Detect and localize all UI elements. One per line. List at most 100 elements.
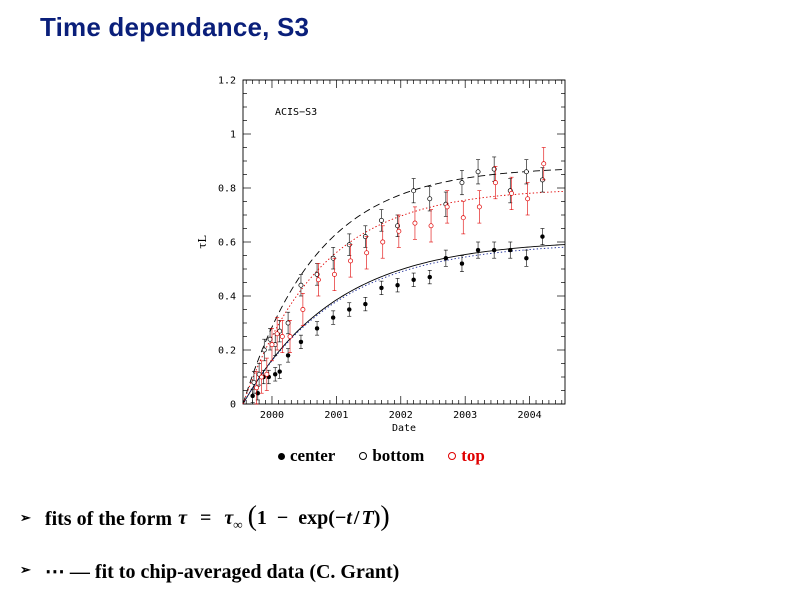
- formula-open-paren: (: [247, 500, 257, 532]
- data-point-top: [279, 334, 285, 339]
- formula-T: T: [361, 506, 374, 529]
- formula-close-exp: ): [373, 506, 381, 529]
- data-point-center: [250, 393, 255, 399]
- data-point-bottom: [523, 169, 529, 175]
- data-point-bottom: [411, 188, 417, 194]
- filled-circle-icon: [278, 452, 285, 460]
- formula-close-paren: ): [380, 500, 390, 532]
- data-point-bottom: [475, 169, 481, 175]
- data-point-top: [254, 385, 259, 391]
- data-point-top: [380, 239, 386, 245]
- data-point-top: [541, 161, 547, 167]
- data-point-top: [331, 271, 337, 277]
- formula-inf-sub: ∞: [233, 516, 243, 532]
- legend-top-label: top: [461, 446, 485, 465]
- x-axis-label: Date: [392, 423, 416, 434]
- legend-center: center: [278, 446, 335, 466]
- bullet-dotted-note: ➢ ⋯ — fit to chip-averaged data (C. Gran…: [20, 558, 399, 584]
- fit-formula: τ = τ∞ (1 − exp(−t / T)): [178, 502, 390, 533]
- formula-minus: −: [276, 506, 289, 529]
- data-point-center: [272, 372, 278, 377]
- data-point-center: [277, 369, 282, 374]
- y-tick-label: 0.8: [218, 184, 236, 195]
- plot-frame: [242, 79, 566, 405]
- formula-exp: exp(−: [298, 506, 347, 529]
- formula-t: t: [346, 506, 352, 529]
- x-tick-label: 2004: [518, 410, 542, 421]
- fit-curve: [242, 190, 566, 405]
- fit-curves: [242, 169, 566, 405]
- data-point-bottom: [261, 347, 267, 353]
- legend-center-label: center: [290, 446, 336, 465]
- data-point-center: [459, 261, 465, 266]
- x-tick-label: 2003: [453, 410, 477, 421]
- axis-ticks: [243, 79, 565, 405]
- bullet-fit-form: ➢ fits of the form τ = τ∞ (1 − exp(−t / T)…: [20, 502, 399, 533]
- data-point-center: [508, 247, 513, 253]
- data-point-top: [412, 220, 418, 226]
- data-point-center: [475, 247, 481, 253]
- data-point-center: [491, 247, 497, 253]
- data-point-center: [524, 255, 529, 261]
- data-point-center: [411, 277, 416, 283]
- data-point-top: [274, 331, 280, 337]
- arrowhead-bullet-icon: ➢: [20, 510, 31, 525]
- data-point-bottom: [251, 379, 257, 385]
- data-point-top: [315, 277, 321, 283]
- data-point-top: [300, 307, 306, 312]
- data-point-bottom: [427, 196, 433, 202]
- formula-tau: τ: [178, 506, 187, 529]
- y-tick-label: 0.2: [218, 346, 236, 357]
- y-tick-label: 0: [230, 400, 236, 411]
- formula-one: 1: [256, 506, 267, 529]
- x-tick-label: 2000: [260, 410, 284, 421]
- axis-labels: 0 0.2 0.4 0.6 0.8 1 1.2 2000 2001 2002 2003 2004 Dat…: [196, 76, 542, 435]
- data-point-center: [330, 315, 336, 320]
- data-point-top: [259, 374, 265, 380]
- x-tick-label: 2002: [389, 410, 413, 421]
- data-point-bottom: [298, 282, 304, 288]
- data-point-center: [443, 255, 449, 261]
- formula-tau-inf: τ: [224, 506, 234, 529]
- arrowhead-bullet-icon: ➢: [20, 562, 31, 577]
- open-circle-icon: [359, 452, 368, 460]
- data-point-top: [264, 371, 270, 377]
- fit-curve: [242, 246, 566, 405]
- legend-top: top: [448, 446, 485, 466]
- data-point-bottom: [459, 180, 465, 186]
- data-point-center: [540, 234, 545, 239]
- bullet-list: ➢ fits of the form τ = τ∞ (1 − exp(−t / T)…: [20, 502, 399, 610]
- data-point-top: [476, 204, 482, 210]
- data-point-top: [364, 250, 370, 256]
- fit-curve: [242, 169, 566, 405]
- data-point-top: [460, 215, 466, 221]
- data-point-center: [285, 353, 291, 358]
- data-point-top: [287, 334, 293, 339]
- data-point-center: [314, 326, 320, 331]
- legend-bottom-label: bottom: [372, 446, 425, 465]
- data-points: [250, 147, 547, 405]
- data-point-center: [427, 274, 433, 280]
- chart-legend: center bottom top: [278, 446, 485, 466]
- y-axis-label: τL: [196, 235, 209, 249]
- data-point-bottom: [379, 217, 384, 223]
- chart-annotation: ACIS−S3: [275, 107, 317, 118]
- data-point-top: [428, 223, 434, 229]
- dotted-note-text: ⋯ — fit to chip-averaged data (C. Grant): [44, 560, 400, 583]
- data-point-center: [363, 301, 368, 307]
- formula-slash: /: [353, 506, 360, 529]
- y-tick-label: 1.2: [218, 76, 236, 87]
- data-point-top: [525, 196, 531, 202]
- data-point-top: [269, 342, 275, 348]
- data-point-top: [509, 190, 514, 196]
- data-point-top: [492, 180, 498, 186]
- fit-form-text: fits of the form: [44, 507, 173, 530]
- legend-bottom: bottom: [359, 446, 424, 466]
- data-point-top: [396, 228, 402, 234]
- data-point-center: [347, 307, 352, 312]
- open-circle-red-icon: [448, 452, 457, 460]
- data-point-center: [379, 285, 384, 291]
- data-point-center: [298, 339, 304, 345]
- formula-equals: =: [199, 506, 212, 529]
